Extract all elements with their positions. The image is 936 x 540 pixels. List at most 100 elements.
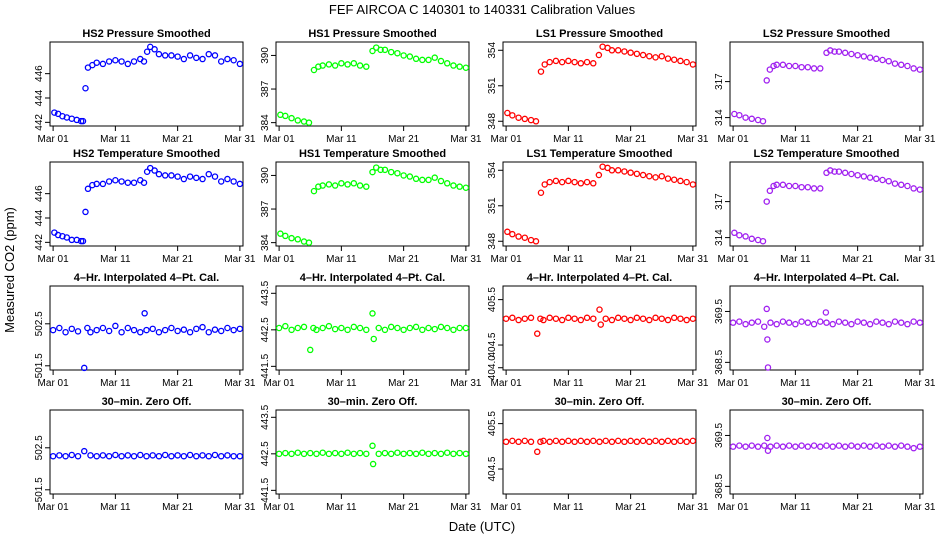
x-tick-label: Mar 21 <box>842 378 874 389</box>
data-point-ls1 <box>552 437 560 445</box>
x-tick-label: Mar 31 <box>677 134 709 145</box>
panel-title: 4–Hr. Interpolated 4–Pt. Cal. <box>527 272 673 284</box>
data-point-hs2 <box>99 452 107 459</box>
data-point-hs2 <box>140 58 148 65</box>
data-point-hs2 <box>93 326 100 334</box>
data-point-hs1 <box>350 450 358 458</box>
x-tick-label: Mar 01 <box>38 502 70 513</box>
data-point-ls2 <box>736 318 743 325</box>
data-point-ls1 <box>614 314 622 322</box>
data-point-hs2 <box>82 208 89 216</box>
data-point-hs2 <box>236 60 244 68</box>
data-point-ls1 <box>683 58 690 66</box>
data-point-hs1 <box>319 324 326 332</box>
y-tick-label: 314 <box>714 229 725 246</box>
y-tick-label: 502.5 <box>34 311 45 336</box>
data-point-hs2 <box>105 58 113 65</box>
data-point-hs1 <box>443 60 451 67</box>
data-point-ls2 <box>854 318 861 325</box>
data-point-ls1 <box>670 56 678 63</box>
y-tick-label: 501.5 <box>34 477 45 502</box>
data-point-hs1 <box>387 48 395 56</box>
data-point-hs1 <box>381 449 389 457</box>
data-point-ls2 <box>885 320 893 328</box>
data-point-hs1 <box>400 450 407 458</box>
data-point-hs2 <box>105 327 113 335</box>
data-point-hs1 <box>331 182 339 189</box>
data-point-hs2 <box>137 451 144 459</box>
data-point-hs2 <box>84 324 91 332</box>
y-axis-label: Measured CO2 (ppm) <box>2 207 17 333</box>
data-point-ls1 <box>614 47 622 54</box>
data-point-ls1 <box>621 48 628 55</box>
data-point-hs1 <box>305 119 313 126</box>
data-point-hs2 <box>230 326 237 334</box>
data-point-ls2 <box>731 229 738 237</box>
data-point-ls1 <box>646 316 653 324</box>
data-point-hs2 <box>99 180 107 188</box>
panel-frame <box>502 409 697 495</box>
data-point-hs2 <box>79 117 87 125</box>
y-tick-label: 348 <box>487 112 498 129</box>
data-point-hs2 <box>130 452 138 460</box>
panel-temperature-ls1: LS1 Temperature Smoothed Mar 01 Mar 11 Mar … <box>487 148 709 265</box>
data-point-ls1 <box>689 61 697 68</box>
data-point-ls1 <box>571 178 578 186</box>
data-point-hs1 <box>456 63 463 70</box>
data-point-ls1 <box>571 438 578 446</box>
data-point-ls1 <box>664 437 672 445</box>
data-point-ls1 <box>515 114 522 121</box>
data-point-hs1 <box>338 60 345 67</box>
data-point-hs1 <box>394 169 401 177</box>
data-point-hs2 <box>56 324 63 332</box>
x-tick-label: Mar 21 <box>388 254 420 265</box>
data-point-ls2 <box>854 443 861 450</box>
data-point-ls1 <box>639 171 647 179</box>
data-point-ls2 <box>798 318 805 325</box>
x-tick-label: Mar 11 <box>553 254 584 265</box>
data-point-ls2 <box>860 53 868 60</box>
x-tick-label: Mar 01 <box>38 254 70 265</box>
data-point-hs2 <box>118 328 125 336</box>
data-point-hs2 <box>143 326 150 334</box>
data-point-hs1 <box>313 450 320 458</box>
data-point-hs1 <box>431 54 439 61</box>
data-point-hs1 <box>462 324 470 332</box>
data-point-ls1 <box>532 118 540 125</box>
data-point-ls2 <box>779 61 787 69</box>
data-point-ls1 <box>537 189 545 197</box>
data-point-hs2 <box>105 178 113 185</box>
y-tick-label: 348 <box>487 232 498 249</box>
x-tick-label: Mar 01 <box>264 378 296 389</box>
data-point-hs2 <box>124 324 132 332</box>
panel-title: 30–min. Zero Off. <box>328 396 418 408</box>
x-tick-label: Mar 11 <box>100 134 131 145</box>
data-point-hs2 <box>230 452 237 460</box>
data-point-hs1 <box>387 450 395 458</box>
x-tick-label: Mar 11 <box>326 254 357 265</box>
data-point-ls1 <box>677 315 684 322</box>
data-point-hs1 <box>462 184 470 192</box>
data-point-ls2 <box>841 169 849 177</box>
x-tick-label: Mar 21 <box>615 134 647 145</box>
data-point-ls2 <box>916 319 924 326</box>
y-tick-label: 317 <box>714 193 725 210</box>
data-point-hs2 <box>112 57 119 64</box>
data-point-ls2 <box>785 182 793 190</box>
data-point-hs1 <box>450 62 457 69</box>
data-point-hs1 <box>443 180 451 187</box>
y-tick-label: 444 <box>34 209 45 226</box>
data-point-ls1 <box>633 314 641 322</box>
x-tick-label: Mar 21 <box>615 502 647 513</box>
y-tick-label: 369.5 <box>714 299 725 324</box>
data-point-ls1 <box>533 448 541 456</box>
data-point-ls2 <box>754 318 762 325</box>
figure-title: FEF AIRCOA C 140301 to 140331 Calibratio… <box>329 2 636 17</box>
data-point-ls1 <box>509 314 516 322</box>
data-point-hs1 <box>443 324 451 332</box>
data-point-hs1 <box>350 180 358 187</box>
data-point-ls2 <box>873 442 880 449</box>
data-point-hs2 <box>151 167 158 174</box>
y-tick-label: 369.5 <box>714 423 725 448</box>
x-tick-label: Mar 11 <box>326 134 357 145</box>
